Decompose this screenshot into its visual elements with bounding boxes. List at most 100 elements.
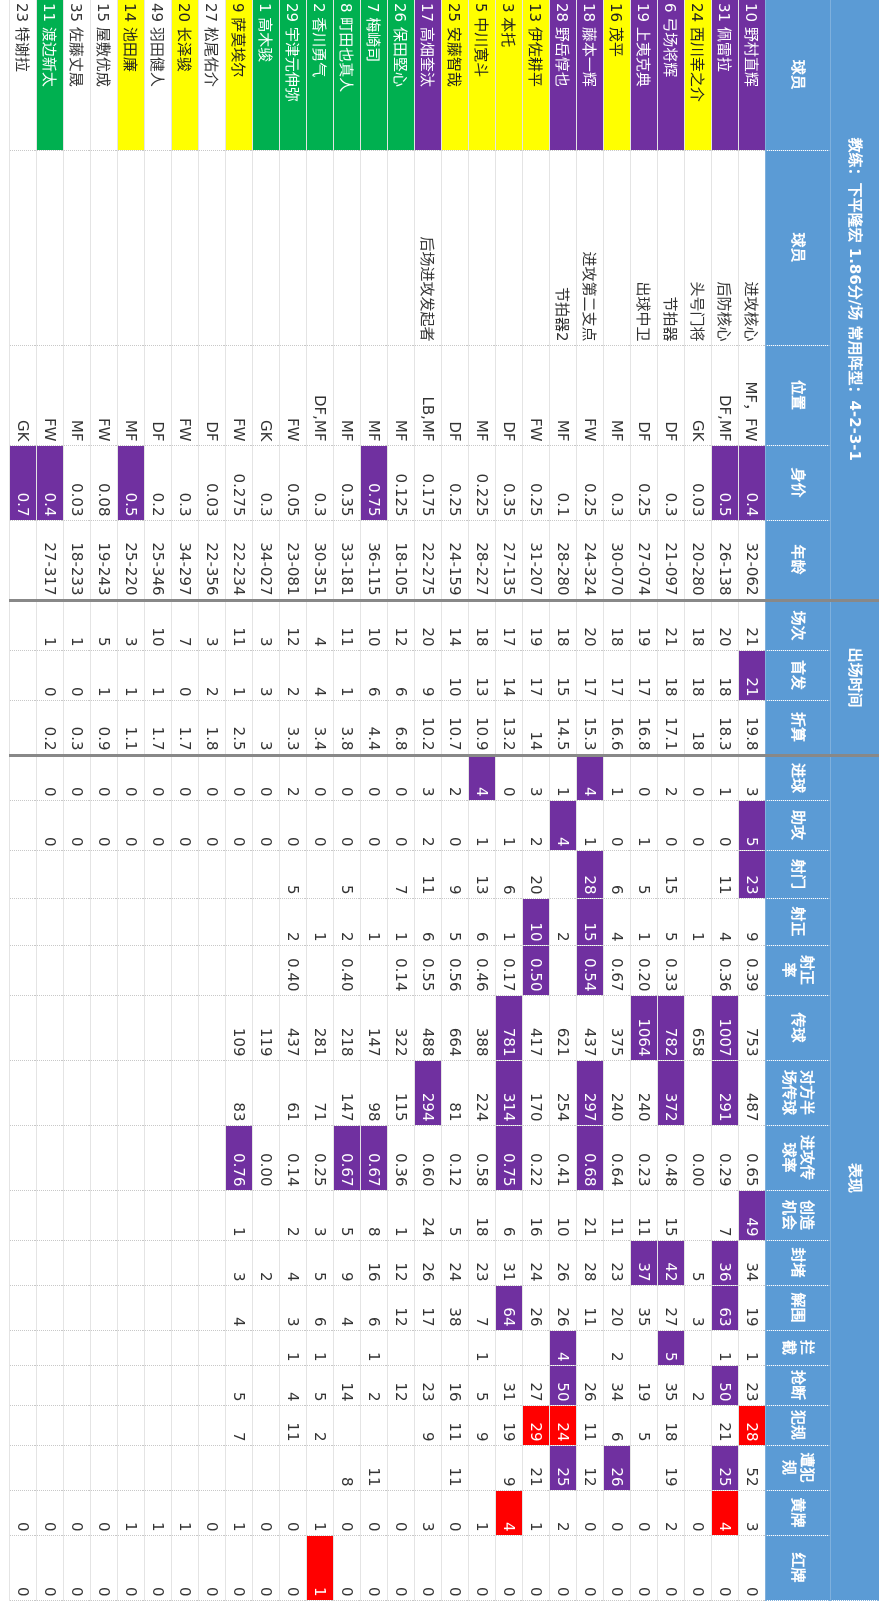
cell: 0.275 <box>226 445 253 520</box>
cell <box>118 1125 145 1190</box>
cell: 4 <box>712 898 739 945</box>
cell: 1 <box>388 1190 415 1240</box>
cell: 16.6 <box>604 700 631 755</box>
column-header: 创造机会 <box>766 1190 831 1240</box>
cell: 0 <box>577 1490 604 1535</box>
cell: 28-280 <box>550 520 577 600</box>
cell: 0 <box>172 755 199 800</box>
cell: 5 <box>334 850 361 898</box>
cell: 0 <box>253 1535 280 1600</box>
cell: 2 <box>658 1490 685 1535</box>
player-name: 7 梅崎司 <box>361 0 388 150</box>
cell: DF,MF <box>712 345 739 445</box>
cell: 0 <box>64 1490 91 1535</box>
cell <box>10 850 37 898</box>
column-header: 折算 <box>766 700 831 755</box>
player-name: 9 萨莫埃尔 <box>226 0 253 150</box>
cell: 0 <box>442 1535 469 1600</box>
cell: 10 <box>550 1190 577 1240</box>
cell: 6 <box>604 850 631 898</box>
cell: 0 <box>253 800 280 850</box>
column-header: 射门 <box>766 850 831 898</box>
cell <box>253 1330 280 1365</box>
cell: 16.8 <box>631 700 658 755</box>
cell: 18-105 <box>388 520 415 600</box>
cell: 28 <box>577 850 604 898</box>
cell <box>253 1060 280 1125</box>
cell: 12 <box>388 1240 415 1285</box>
cell: 1 <box>307 1535 334 1600</box>
cell: 0.22 <box>523 1125 550 1190</box>
cell: 3 <box>226 1240 253 1285</box>
cell: 头号门将 <box>685 150 712 345</box>
cell <box>64 1365 91 1405</box>
cell: 0 <box>442 800 469 850</box>
cell <box>199 1285 226 1330</box>
cell <box>307 1445 334 1490</box>
player-name: 28 野岳惇也 <box>550 0 577 150</box>
cell: 11 <box>334 600 361 650</box>
cell <box>172 1060 199 1125</box>
cell <box>145 898 172 945</box>
cell <box>37 1060 64 1125</box>
cell <box>91 1060 118 1125</box>
cell <box>172 995 199 1060</box>
cell <box>91 995 118 1060</box>
cell: 9 <box>415 1405 442 1445</box>
column-header: 球员 <box>766 0 831 150</box>
cell <box>334 150 361 345</box>
cell: 2 <box>550 898 577 945</box>
cell: 23-081 <box>280 520 307 600</box>
cell: 2 <box>523 800 550 850</box>
cell: 0.20 <box>631 945 658 995</box>
column-header: 身价 <box>766 445 831 520</box>
cell: 1 <box>712 1330 739 1365</box>
cell: 12 <box>388 1365 415 1405</box>
cell: 0 <box>361 1535 388 1600</box>
cell: 6 <box>496 1190 523 1240</box>
cell: 3 <box>739 755 766 800</box>
cell <box>226 850 253 898</box>
cell: 14 <box>442 600 469 650</box>
cell: 0.25 <box>631 445 658 520</box>
cell: 0.56 <box>442 945 469 995</box>
cell <box>37 1405 64 1445</box>
cell: 4 <box>550 1330 577 1365</box>
cell <box>550 850 577 898</box>
cell <box>91 1125 118 1190</box>
cell: 25-220 <box>118 520 145 600</box>
cell <box>37 1125 64 1190</box>
cell <box>442 150 469 345</box>
cell: 14.5 <box>550 700 577 755</box>
cell: 26 <box>577 1365 604 1405</box>
cell: 5 <box>334 1190 361 1240</box>
cell: 19 <box>631 1365 658 1405</box>
cell: 0.175 <box>415 445 442 520</box>
cell: 0 <box>145 755 172 800</box>
cell: 1 <box>469 1490 496 1535</box>
cell: 0 <box>361 800 388 850</box>
cell <box>10 600 37 650</box>
cell <box>91 1365 118 1405</box>
cell: 10.7 <box>442 700 469 755</box>
cell <box>199 850 226 898</box>
title: 教练：下平隆宏 1.86分/场 常用阵型：4-2-3-1 <box>831 0 879 600</box>
cell: FW <box>577 345 604 445</box>
cell: 1 <box>361 898 388 945</box>
cell <box>145 1285 172 1330</box>
cell: 11 <box>712 850 739 898</box>
cell: 18 <box>658 1405 685 1445</box>
cell: 26 <box>523 1285 550 1330</box>
cell: 23 <box>739 850 766 898</box>
cell: 26 <box>415 1240 442 1285</box>
cell: 0 <box>91 800 118 850</box>
cell <box>388 1405 415 1445</box>
cell <box>37 995 64 1060</box>
cell: 0 <box>253 755 280 800</box>
cell: 1 <box>118 650 145 700</box>
cell: 1 <box>631 898 658 945</box>
cell: 2 <box>361 1365 388 1405</box>
cell: 22-275 <box>415 520 442 600</box>
